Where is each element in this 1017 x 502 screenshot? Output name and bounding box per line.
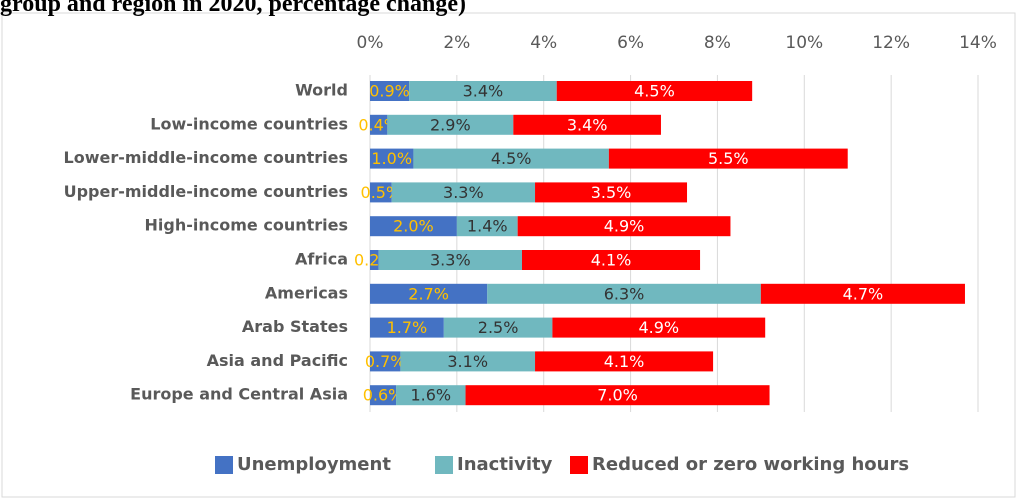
- category-label: Arab States: [242, 317, 348, 336]
- x-tick-label: 10%: [785, 33, 823, 53]
- bar-segment: [370, 182, 392, 203]
- chart-title: group and region in 2020, percentage cha…: [0, 0, 466, 17]
- legend-swatch: [215, 456, 233, 474]
- value-label: 4.1%: [604, 352, 645, 371]
- bar-segment: [552, 317, 766, 338]
- bar-segment: [400, 351, 536, 372]
- bar-segment: [370, 81, 410, 101]
- bar-segment: [396, 385, 466, 406]
- bar-segment: [513, 114, 661, 135]
- bar-segment: [370, 283, 488, 304]
- legend-label: Reduced or zero working hours: [592, 454, 909, 475]
- category-label: Asia and Pacific: [207, 351, 348, 370]
- legend-label: Inactivity: [457, 454, 553, 475]
- value-label: 1.7%: [387, 318, 428, 337]
- bar-segment: [535, 182, 688, 203]
- x-tick-label: 2%: [443, 33, 470, 53]
- bar-segment: [443, 317, 553, 338]
- bar-segment: [487, 283, 761, 304]
- value-label: 4.5%: [491, 149, 532, 168]
- value-label: 2.7%: [408, 284, 449, 303]
- value-label: 4.5%: [634, 82, 675, 101]
- legend-label: Unemployment: [237, 454, 391, 475]
- value-label: 1.0%: [371, 149, 412, 168]
- bar-segment: [556, 81, 753, 101]
- category-label: Europe and Central Asia: [130, 385, 348, 404]
- bar-segment: [370, 216, 457, 237]
- value-label: 0.7%: [365, 352, 406, 371]
- bar-segment: [522, 250, 701, 270]
- value-label: 7.0%: [597, 386, 638, 405]
- value-label: 3.5%: [591, 183, 632, 202]
- x-tick-label: 4%: [530, 33, 557, 53]
- x-tick-label: 6%: [617, 33, 644, 53]
- value-label: 3.4%: [567, 115, 608, 134]
- bar-segment: [535, 351, 714, 372]
- value-label: 4.7%: [843, 284, 884, 303]
- x-tick-label: 12%: [872, 33, 910, 53]
- bar-segment: [409, 81, 557, 101]
- value-label: 1.6%: [410, 386, 451, 405]
- bar-segment: [370, 148, 414, 169]
- value-label: 3.3%: [443, 183, 484, 202]
- bar-segment: [378, 250, 522, 270]
- bar-segment: [387, 114, 514, 135]
- value-label: 4.9%: [638, 318, 679, 337]
- bar-segment: [456, 216, 518, 237]
- value-label: 0.9%: [369, 82, 410, 101]
- category-label: Upper-middle-income countries: [64, 182, 348, 201]
- x-tick-label: 0%: [357, 33, 384, 53]
- value-label: 0.5%: [361, 183, 402, 202]
- legend-swatch: [435, 456, 453, 474]
- value-label: 4.1%: [591, 251, 632, 270]
- bar-segment: [370, 385, 397, 406]
- x-tick-label: 8%: [704, 33, 731, 53]
- bar-segment: [370, 114, 388, 135]
- bar-segment: [608, 148, 848, 169]
- legend-swatch: [570, 456, 588, 474]
- value-label: 2.9%: [430, 115, 471, 134]
- category-label: Americas: [265, 283, 348, 302]
- value-label: 2.0%: [393, 217, 434, 236]
- category-label: High-income countries: [145, 216, 348, 235]
- x-tick-label: 14%: [959, 33, 997, 53]
- value-label: 2.5%: [478, 318, 519, 337]
- value-label: 3.3%: [430, 251, 471, 270]
- bar-segment: [370, 351, 401, 372]
- bar-segment: [760, 283, 965, 304]
- bar-segment: [413, 148, 609, 169]
- value-label: 0.6%: [363, 386, 404, 405]
- value-label: 4.9%: [604, 217, 645, 236]
- category-label: Africa: [295, 250, 348, 269]
- value-label: 3.1%: [447, 352, 488, 371]
- bar-segment: [517, 216, 731, 237]
- value-label: 3.4%: [463, 82, 504, 101]
- bar-segment: [465, 385, 770, 406]
- bar-segment: [370, 250, 379, 270]
- category-label: World: [295, 81, 348, 100]
- bar-segment: [370, 317, 444, 338]
- value-label: 5.5%: [708, 149, 749, 168]
- bar-segment: [391, 182, 536, 203]
- category-label: Low-income countries: [150, 114, 348, 133]
- category-label: Lower-middle-income countries: [64, 148, 349, 167]
- value-label: 1.4%: [467, 217, 508, 236]
- value-label: 6.3%: [604, 284, 645, 303]
